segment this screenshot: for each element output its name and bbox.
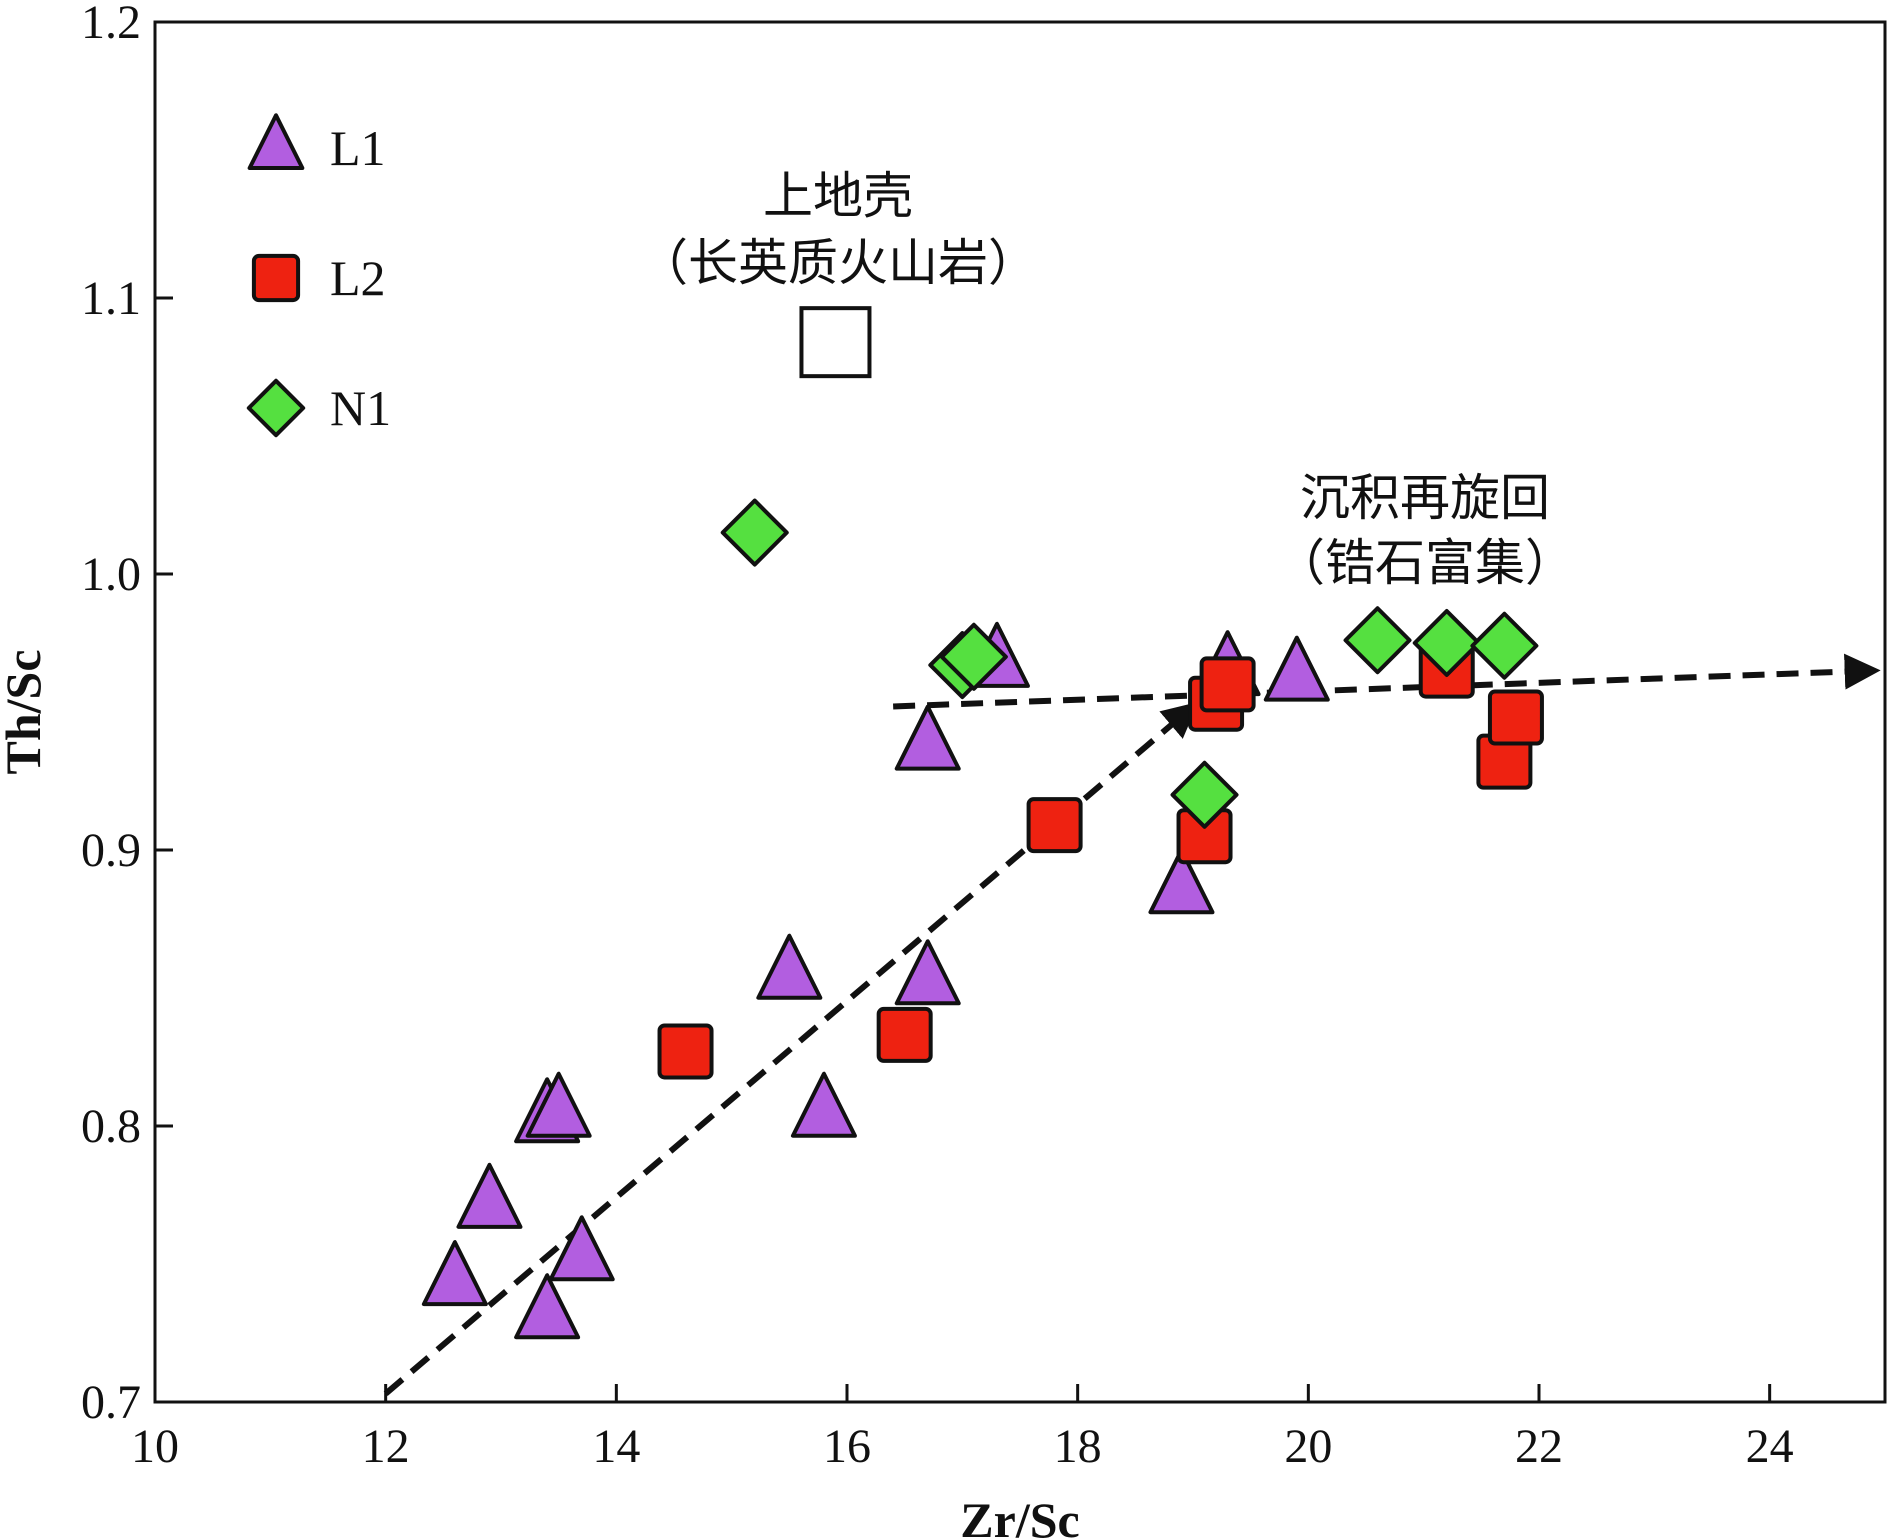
point-l1 — [790, 1071, 857, 1138]
y-tick-label: 1.1 — [81, 272, 141, 325]
point-l1 — [548, 1215, 615, 1282]
legend-item-l1: L1 — [247, 113, 386, 176]
upper-crust-marker — [799, 306, 872, 379]
trend-arrow-2 — [893, 653, 1881, 710]
annotation-upper-crust-subtitle: （长英质火山岩） — [638, 234, 1038, 292]
legend-item-l2: L2 — [251, 250, 386, 306]
point-n1 — [1470, 611, 1539, 680]
point-l1 — [756, 933, 823, 1000]
legend-label-l1: L1 — [330, 120, 386, 176]
point-n1 — [720, 498, 789, 567]
y-tick-label: 0.7 — [81, 1376, 141, 1429]
plot-frame — [153, 20, 1887, 1404]
point-l2 — [1487, 689, 1544, 746]
x-tick-label: 10 — [131, 1420, 179, 1473]
annotation-upper-crust-title: 上地壳 — [763, 167, 913, 225]
legend-label-l2: L2 — [330, 250, 386, 306]
point-l1 — [525, 1071, 592, 1138]
point-l1 — [894, 939, 961, 1006]
annotation-recycling: 沉积再旋回 （锆石富集） — [1275, 469, 1575, 592]
x-tick-label: 20 — [1284, 1420, 1332, 1473]
point-n1 — [1343, 606, 1412, 675]
data-points — [421, 498, 1544, 1340]
point-l1 — [421, 1240, 488, 1307]
y-tick-label: 1.0 — [81, 548, 141, 601]
annotation-recycling-title: 沉积再旋回 — [1300, 469, 1550, 527]
x-tick-label: 16 — [823, 1420, 871, 1473]
x-tick-label: 14 — [592, 1420, 640, 1473]
upper-crust-reference — [799, 306, 872, 379]
point-l1 — [1263, 635, 1330, 702]
x-tick-label: 18 — [1054, 1420, 1102, 1473]
legend-label-n1: N1 — [330, 380, 391, 436]
legend-marker-l2 — [251, 253, 301, 303]
x-axis-ticks: 10 12 14 16 18 20 22 24 — [131, 1384, 1794, 1473]
x-tick-label: 24 — [1746, 1420, 1794, 1473]
point-n1 — [1170, 760, 1239, 829]
point-n1 — [1412, 609, 1481, 677]
annotation-recycling-subtitle: （锆石富集） — [1275, 534, 1575, 592]
point-l2 — [1199, 656, 1256, 713]
point-l2 — [876, 1006, 933, 1063]
annotation-upper-crust: 上地壳 （长英质火山岩） — [638, 167, 1038, 292]
point-l1 — [514, 1273, 581, 1340]
x-axis-title: Zr/Sc — [960, 1492, 1079, 1540]
y-tick-label: 0.8 — [81, 1100, 141, 1153]
point-l1 — [456, 1162, 523, 1229]
trend-arrows — [383, 653, 1881, 1397]
series-n1 — [720, 498, 1539, 829]
point-l2 — [657, 1023, 714, 1080]
series-l2 — [657, 642, 1544, 1080]
x-tick-label: 22 — [1515, 1420, 1563, 1473]
y-tick-label: 1.2 — [81, 0, 141, 49]
legend-marker-n1 — [246, 378, 306, 438]
y-axis-ticks: 0.7 0.8 0.9 1.0 1.1 1.2 — [81, 0, 173, 1429]
legend-item-n1: N1 — [246, 378, 391, 438]
point-n1 — [939, 622, 1008, 691]
point-l1 — [1148, 848, 1215, 915]
y-axis-title: Th/Sc — [0, 649, 51, 774]
point-l1 — [894, 704, 961, 771]
legend-marker-l1 — [247, 113, 305, 171]
y-tick-label: 0.9 — [81, 824, 141, 877]
legend: L1 L2 N1 — [246, 113, 391, 438]
trend-arrow-1 — [383, 701, 1199, 1397]
x-tick-label: 12 — [362, 1420, 410, 1473]
point-l2 — [1026, 797, 1083, 854]
